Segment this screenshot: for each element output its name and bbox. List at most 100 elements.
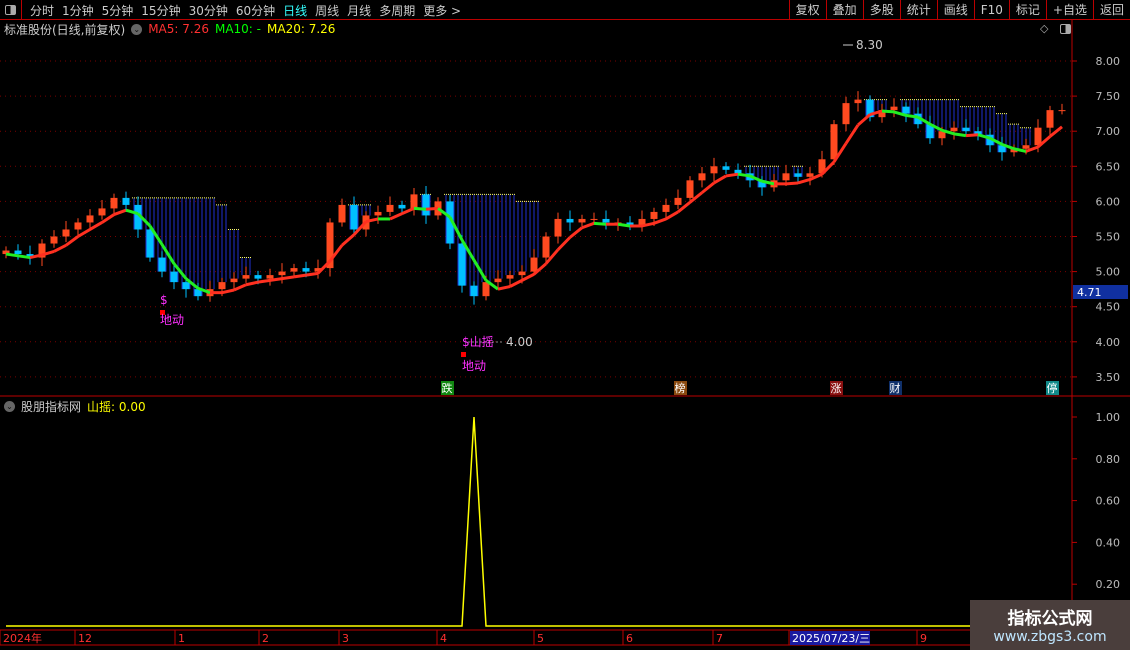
candle-body [902, 106, 910, 114]
candle-body [62, 229, 70, 237]
period-tab[interactable]: 日线 [283, 3, 308, 18]
x-tick-label: 2024年 [3, 631, 42, 645]
y-tick-label: 4.50 [1096, 301, 1121, 314]
period-tab[interactable]: 多周期 [379, 3, 416, 18]
y-tick-label: 0.80 [1096, 453, 1121, 466]
candle-body [326, 222, 334, 269]
ma-line-segment [401, 207, 415, 216]
candle-body [530, 257, 538, 272]
ma-line-segment [460, 239, 476, 261]
ma-line-segment [65, 235, 79, 247]
ma-line-segment [136, 212, 152, 228]
period-tab[interactable]: 60分钟 [235, 3, 276, 18]
tool-button[interactable]: 复权 [788, 0, 826, 20]
candle-body [98, 208, 106, 216]
tool-button[interactable]: 叠加 [825, 0, 863, 20]
candle-body [854, 99, 862, 104]
ma-line-segment [172, 262, 188, 280]
y-tick-label: 4.00 [1096, 336, 1121, 349]
watermark-url: www.zbgs3.com [993, 629, 1107, 645]
event-marker-label: 涨 [831, 382, 842, 395]
ma-line-segment [341, 233, 355, 247]
candle-body [818, 159, 826, 174]
tool-button[interactable]: 标记 [1008, 0, 1046, 20]
tool-button[interactable]: 画线 [936, 0, 974, 20]
signal-dot [461, 352, 466, 357]
ma-line-segment [269, 277, 283, 282]
period-tab[interactable]: 5分钟 [101, 3, 134, 18]
candle-body [110, 197, 118, 209]
ma-line-segment [160, 243, 176, 265]
candle-body [914, 113, 922, 125]
candle-body [626, 222, 634, 226]
ma-line-segment [77, 228, 91, 238]
ma-line-segment [844, 124, 860, 145]
panel-toggle-icon[interactable] [1060, 24, 1071, 34]
period-tab[interactable]: 15分钟 [141, 3, 181, 18]
y-tick-label: 8.00 [1096, 55, 1121, 68]
candle-body [1034, 127, 1042, 146]
candle-body [266, 275, 274, 279]
period-tab[interactable]: 周线 [315, 3, 340, 18]
current-price-box [1073, 285, 1128, 299]
candle-body [662, 204, 670, 212]
ma-line-segment [569, 226, 583, 239]
candle-body [338, 204, 346, 223]
ma-line-segment [245, 280, 259, 287]
event-marker-label: 停 [1047, 381, 1058, 395]
candle-body [842, 103, 850, 125]
ma-line-segment [737, 172, 751, 178]
dropdown-chevron-icon[interactable]: ⌄ [131, 23, 143, 35]
ma-line-segment [316, 260, 332, 275]
period-tab[interactable]: 月线 [347, 3, 372, 18]
candle-body [542, 236, 550, 258]
candle-body [998, 145, 1006, 153]
indicator-title: 股朋指标网 [21, 400, 82, 414]
ma-line-segment [437, 207, 451, 219]
candle-body [278, 271, 286, 276]
ma-line-segment [1013, 147, 1027, 153]
x-tick-label: 2025/07/23/三 [792, 632, 870, 645]
ma-line-segment [713, 174, 727, 185]
event-marker [674, 381, 687, 395]
period-tab[interactable]: 更多 > [423, 3, 462, 18]
signal-dot [160, 310, 165, 315]
candle-body [302, 268, 310, 272]
event-marker [441, 381, 454, 395]
tool-button[interactable]: 返回 [1092, 0, 1130, 20]
y-tick-label: 0.40 [1096, 536, 1121, 549]
tool-button[interactable]: +自选 [1045, 0, 1093, 20]
tool-button[interactable]: 多股 [862, 0, 900, 20]
ma-line-segment [869, 109, 883, 116]
candle-body [650, 211, 658, 219]
candle-body [446, 201, 454, 244]
panel-toggle-icon[interactable] [0, 0, 22, 20]
ma-line-segment [797, 178, 811, 185]
ma-line-segment [665, 210, 679, 221]
indicator-info: ⌄ 股朋指标网 山摇: 0.00 [4, 398, 146, 415]
x-tick-label: 9 [920, 632, 927, 645]
ma-line-segment [425, 206, 439, 211]
ma10-value: MA10: - [214, 22, 261, 36]
event-marker [830, 381, 843, 395]
y-tick-label: 7.00 [1096, 125, 1121, 138]
watermark: 指标公式网 www.zbgs3.com [970, 600, 1130, 650]
diamond-icon[interactable]: ◇ [1040, 22, 1049, 35]
period-tab[interactable]: 30分钟 [188, 3, 228, 18]
period-tab[interactable]: 分时 [30, 3, 55, 18]
candle-body [674, 197, 682, 205]
tool-button[interactable]: F10 [973, 0, 1009, 20]
candle-body [422, 194, 430, 216]
period-tab[interactable]: 1分钟 [62, 3, 94, 18]
candle-body [290, 268, 298, 272]
ma-line-segment [352, 220, 368, 236]
candle-body [734, 169, 742, 174]
tool-button[interactable]: 统计 [899, 0, 937, 20]
ma-line-segment [1049, 125, 1063, 138]
ma-line-segment [221, 288, 235, 295]
candle-body [866, 99, 874, 118]
candle-body [398, 204, 406, 209]
dropdown-chevron-icon[interactable]: ⌄ [4, 401, 15, 412]
ma-line-segment [328, 244, 344, 262]
